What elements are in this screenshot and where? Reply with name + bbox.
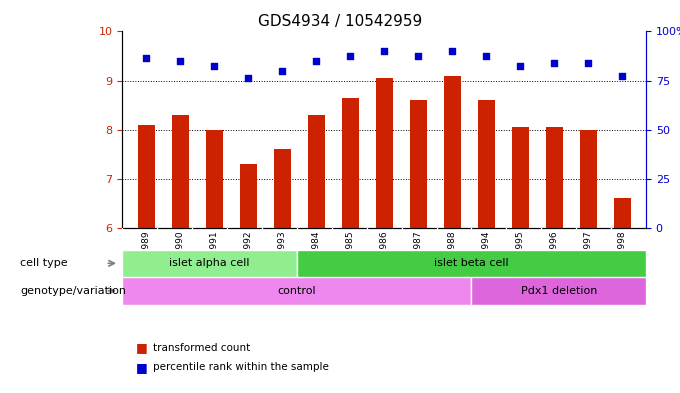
Point xyxy=(583,60,594,66)
Text: control: control xyxy=(277,286,316,296)
Bar xyxy=(205,130,222,228)
Bar xyxy=(512,127,529,228)
Point xyxy=(379,48,390,54)
Bar xyxy=(579,130,597,228)
Point xyxy=(243,75,254,81)
Bar xyxy=(171,115,188,228)
Point xyxy=(515,62,526,69)
Text: percentile rank within the sample: percentile rank within the sample xyxy=(153,362,329,373)
Point xyxy=(175,58,186,64)
FancyBboxPatch shape xyxy=(122,250,297,277)
FancyBboxPatch shape xyxy=(471,277,646,305)
Point xyxy=(617,72,628,79)
Bar xyxy=(239,164,257,228)
FancyBboxPatch shape xyxy=(122,277,471,305)
Text: genotype/variation: genotype/variation xyxy=(20,286,126,296)
Bar xyxy=(342,98,359,228)
Point xyxy=(209,62,220,69)
Bar xyxy=(137,125,154,228)
Text: ■: ■ xyxy=(136,361,148,374)
Bar xyxy=(409,100,427,228)
Point xyxy=(311,58,322,64)
Point xyxy=(447,48,458,54)
Point xyxy=(345,53,356,59)
Point xyxy=(481,53,492,59)
Bar xyxy=(614,198,631,228)
Text: GDS4934 / 10542959: GDS4934 / 10542959 xyxy=(258,14,422,29)
Text: ■: ■ xyxy=(136,341,148,354)
Point xyxy=(277,68,288,74)
Bar xyxy=(546,127,563,228)
Text: islet alpha cell: islet alpha cell xyxy=(169,258,250,268)
Bar xyxy=(376,78,393,228)
Bar xyxy=(274,149,291,228)
Text: cell type: cell type xyxy=(20,258,68,268)
Text: Pdx1 deletion: Pdx1 deletion xyxy=(521,286,597,296)
Bar xyxy=(308,115,325,228)
FancyBboxPatch shape xyxy=(297,250,646,277)
Text: islet beta cell: islet beta cell xyxy=(434,258,509,268)
Point xyxy=(549,60,560,66)
Point xyxy=(141,55,152,62)
Bar xyxy=(477,100,495,228)
Bar xyxy=(444,75,461,228)
Point xyxy=(413,53,424,59)
Text: transformed count: transformed count xyxy=(153,343,250,353)
